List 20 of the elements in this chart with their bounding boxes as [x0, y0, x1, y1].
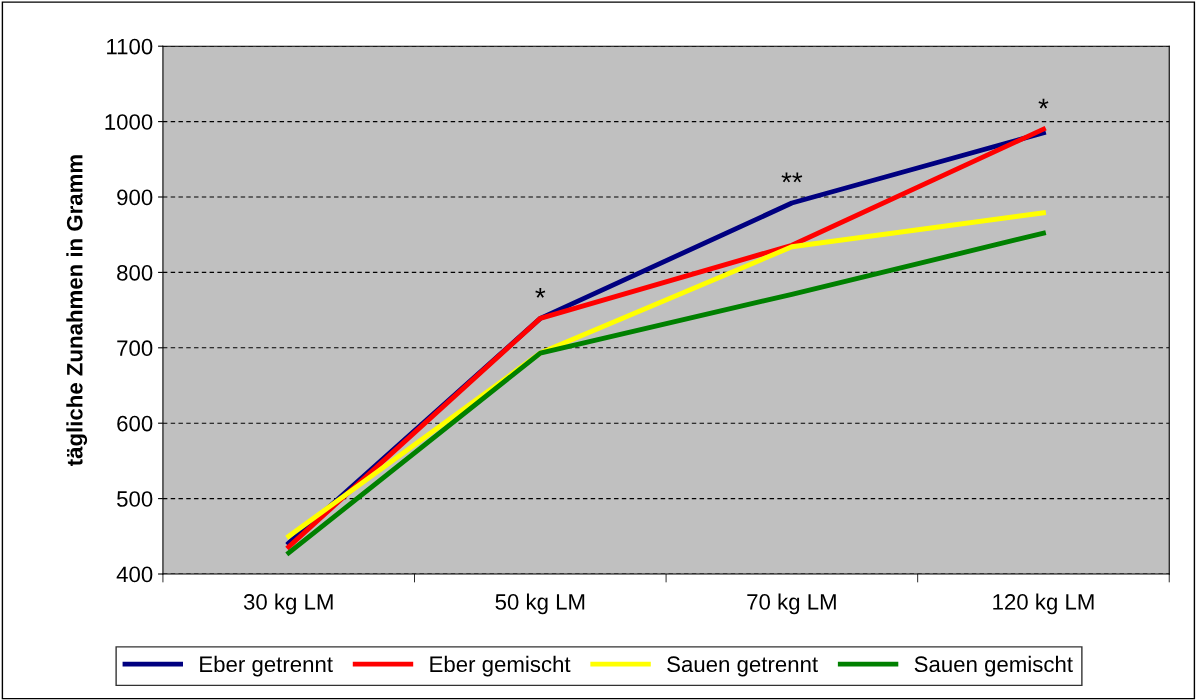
x-tick-label: 70 kg LM	[747, 593, 836, 615]
x-tick-label: 30 kg LM	[243, 593, 333, 615]
y-tick-label: 1100	[107, 38, 153, 55]
annotation: **	[781, 172, 803, 183]
y-tick-label: 800	[117, 264, 153, 281]
x-tick-label: 120 kg LM	[993, 593, 1094, 615]
legend-label: Sauen getrennt	[667, 656, 818, 677]
y-tick-label: 400	[116, 566, 153, 583]
y-tick-label: 500	[117, 491, 153, 507]
annotation: *	[535, 287, 546, 298]
legend-label: Eber gemischt	[430, 655, 571, 677]
annotation: *	[1038, 98, 1049, 109]
y-axis-title: tägliche Zunahmen in Gramm	[66, 155, 88, 467]
x-tick-label: 50 kg LM	[495, 593, 585, 615]
legend-label: Eber getrennt	[200, 655, 333, 677]
y-tick-label: 900	[117, 189, 153, 206]
y-tick-label: 1000	[105, 114, 153, 130]
legend-label: Sauen gemischt	[914, 655, 1073, 677]
y-tick-label: 600	[117, 415, 153, 432]
y-tick-label: 700	[117, 340, 153, 357]
